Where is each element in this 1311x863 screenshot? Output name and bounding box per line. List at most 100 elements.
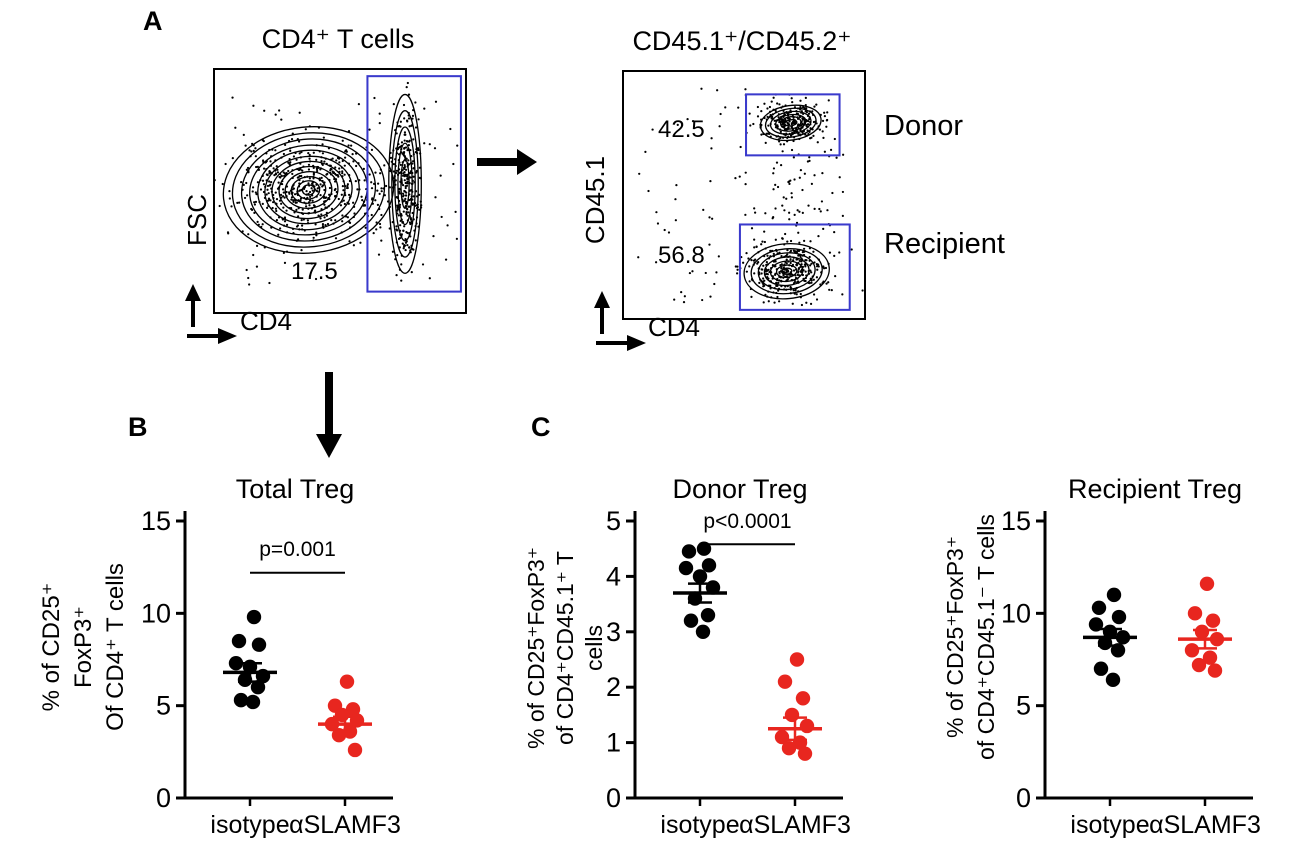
data-point xyxy=(681,544,697,559)
data-point xyxy=(797,746,813,761)
data-point xyxy=(233,692,249,708)
data-point xyxy=(246,609,262,625)
data-point xyxy=(1091,600,1107,615)
recipient-gate xyxy=(738,223,851,311)
data-point xyxy=(683,613,699,628)
data-point xyxy=(1184,643,1200,658)
y-tick-label: 0 xyxy=(1016,783,1031,813)
data-point xyxy=(781,740,797,756)
cd4-gate-value: 17.5 xyxy=(291,258,338,285)
data-point xyxy=(1194,624,1210,639)
data-point xyxy=(345,702,361,717)
arrow-right-icon xyxy=(477,149,537,175)
data-point xyxy=(1106,587,1122,603)
flow-plot2-title: CD45.1⁺/CD45.2⁺ xyxy=(632,26,852,56)
flow2-x-axis-label: CD4 xyxy=(648,312,701,342)
axis-arrows-icon xyxy=(185,284,237,344)
x-group-label: isotype xyxy=(660,811,739,839)
y-label-line: Of CD4⁺ T cells xyxy=(102,563,129,731)
data-point xyxy=(339,674,355,689)
fsc-axis-label: FSC xyxy=(182,194,212,246)
contour-lines xyxy=(743,104,830,300)
y-tick-label: 2 xyxy=(606,672,621,702)
data-point xyxy=(695,624,711,639)
flow-plot-cd45-canvas xyxy=(637,87,864,311)
y-label-line: FoxP3⁺ xyxy=(70,605,97,689)
y-tick-label: 0 xyxy=(606,783,621,813)
data-point xyxy=(795,691,811,706)
panel-c-label: C xyxy=(531,412,551,442)
panel-b-label: B xyxy=(128,412,148,442)
data-point xyxy=(251,637,267,652)
y-tick-label: 3 xyxy=(606,617,621,647)
donor-gate-name: Donor xyxy=(884,110,963,142)
data-point xyxy=(784,707,800,723)
x-group-label: αSLAMF3 xyxy=(289,811,401,839)
x-group-label: isotype xyxy=(1070,811,1149,839)
flow-plot1-title: CD4⁺ T cells xyxy=(261,24,415,54)
y-tick-label: 1 xyxy=(606,728,621,758)
data-point xyxy=(237,672,253,688)
flow-plot-cd4-canvas xyxy=(215,70,462,293)
data-point xyxy=(799,718,815,734)
y-tick-label: 5 xyxy=(606,506,621,536)
cd4-gate xyxy=(366,75,462,293)
data-point xyxy=(701,558,717,573)
y-tick-label: 15 xyxy=(1001,506,1031,536)
donor-gate xyxy=(745,93,841,157)
data-point xyxy=(789,652,805,667)
data-point xyxy=(678,560,694,576)
axis-arrows-icon xyxy=(594,291,646,351)
x-group-label: isotype xyxy=(210,811,289,839)
recipient-gate-name: Recipient xyxy=(884,228,1005,260)
recipient-treg-title: Recipient Treg xyxy=(1067,474,1243,504)
data-point xyxy=(250,680,266,695)
contour-lines xyxy=(222,93,422,274)
flow1-x-axis-label: CD4 xyxy=(240,306,293,336)
data-point xyxy=(696,541,712,556)
data-point xyxy=(1207,663,1223,678)
data-point xyxy=(1199,576,1215,591)
y-tick-label: 15 xyxy=(141,506,171,536)
recipient-treg-y-axis-label: % of CD25⁺FoxP3⁺ of CD4⁺CD45.1⁻ T cells xyxy=(940,472,1002,802)
x-group-label: αSLAMF3 xyxy=(1149,811,1261,839)
p-value-label: p<0.0001 xyxy=(703,510,791,533)
y-tick-label: 5 xyxy=(156,691,171,721)
total-treg-chart: 0 5 10 15 p=0.001 isotype αSLAMF3 xyxy=(141,506,401,839)
total-treg-title: Total Treg xyxy=(235,474,355,504)
data-point xyxy=(1105,672,1121,688)
data-point xyxy=(1187,606,1203,621)
donor-treg-chart: 0 1 2 3 4 5 p<0.0001 isotype αSLAMF3 xyxy=(606,506,851,839)
data-point xyxy=(228,655,244,671)
data-point xyxy=(231,633,247,649)
y-tick-label: 10 xyxy=(141,598,171,628)
flow-plot-cd45: 42.5 56.8 xyxy=(622,70,866,320)
data-point xyxy=(692,569,708,584)
y-tick-label: 5 xyxy=(1016,691,1031,721)
data-point xyxy=(777,674,793,689)
y-label-line: % of CD25⁺FoxP3⁺ xyxy=(523,547,549,749)
y-tick-label: 10 xyxy=(1001,598,1031,628)
x-group-label: αSLAMF3 xyxy=(739,811,851,839)
flow-plot-cd4: 17.5 xyxy=(213,68,467,314)
cd451-axis-label: CD45.1 xyxy=(580,155,610,245)
recipient-treg-chart: 0 5 10 15 isotype αSLAMF3 xyxy=(1001,506,1261,839)
data-point xyxy=(1202,650,1218,665)
arrow-down-icon xyxy=(316,372,342,458)
data-point xyxy=(1111,609,1127,625)
y-tick-label: 4 xyxy=(606,561,621,591)
y-label-line: of CD4⁺CD45.1⁺ T xyxy=(552,551,578,745)
data-point xyxy=(1191,657,1207,673)
panel-a-label: A xyxy=(143,6,163,36)
data-point xyxy=(347,742,363,758)
total-treg-y-axis-label: % of CD25⁺ FoxP3⁺ Of CD4⁺ T cells xyxy=(36,502,132,792)
data-point xyxy=(245,694,261,710)
y-tick-label: 0 xyxy=(156,783,171,813)
p-value-label: p=0.001 xyxy=(259,538,336,561)
donor-treg-title: Donor Treg xyxy=(672,474,808,504)
donor-gate-value: 42.5 xyxy=(658,116,705,143)
data-point xyxy=(700,607,716,623)
y-label-line: % of CD25⁺FoxP3⁺ xyxy=(942,536,968,738)
y-label-line: % of CD25⁺ xyxy=(38,582,65,712)
